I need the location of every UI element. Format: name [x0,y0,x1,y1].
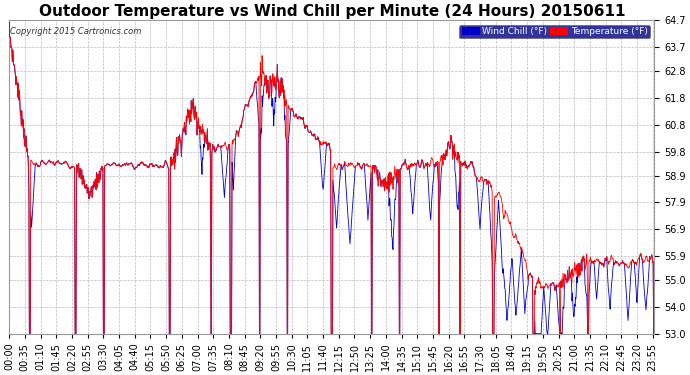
Text: Copyright 2015 Cartronics.com: Copyright 2015 Cartronics.com [10,27,142,36]
Legend: Wind Chill (°F), Temperature (°F): Wind Chill (°F), Temperature (°F) [460,25,650,38]
Title: Outdoor Temperature vs Wind Chill per Minute (24 Hours) 20150611: Outdoor Temperature vs Wind Chill per Mi… [39,4,625,19]
